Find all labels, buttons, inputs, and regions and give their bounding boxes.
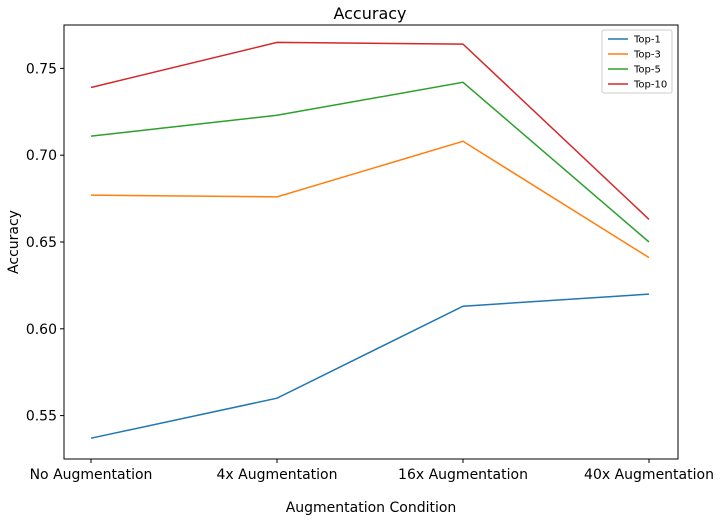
y-axis: 0.55 0.60 0.65 0.70 0.75 xyxy=(26,61,64,425)
legend-box xyxy=(601,29,673,94)
y-tick-label: 0.55 xyxy=(26,409,57,425)
plot-frame xyxy=(63,24,679,460)
x-axis: No Augmentation 4x Augmentation 16x Augmen… xyxy=(30,459,714,483)
legend-label: Top-3 xyxy=(633,50,661,61)
series-line-top-10 xyxy=(90,41,650,220)
chart-title: Accuracy xyxy=(333,4,406,23)
y-tick-label: 0.75 xyxy=(26,61,57,77)
legend-label: Top-10 xyxy=(633,80,667,91)
series-line-top-1 xyxy=(90,293,650,439)
x-tick-label: 40x Augmentation xyxy=(584,467,714,483)
series-line-top-3 xyxy=(90,140,650,259)
series-line-top-5 xyxy=(90,81,650,243)
x-tick-label: No Augmentation xyxy=(30,467,153,483)
y-tick-label: 0.65 xyxy=(26,235,57,251)
x-tick-label: 4x Augmentation xyxy=(217,467,338,483)
plot-area xyxy=(90,41,650,439)
legend-label: Top-5 xyxy=(633,65,661,76)
legend: Top-1 Top-3 Top-5 Top-10 xyxy=(601,29,673,94)
x-axis-label: Augmentation Condition xyxy=(286,500,457,516)
y-tick-label: 0.60 xyxy=(26,322,57,338)
x-tick-label: 16x Augmentation xyxy=(398,467,528,483)
y-tick-label: 0.70 xyxy=(26,148,57,164)
y-axis-label: Accuracy xyxy=(6,210,22,274)
legend-label: Top-1 xyxy=(633,35,661,46)
